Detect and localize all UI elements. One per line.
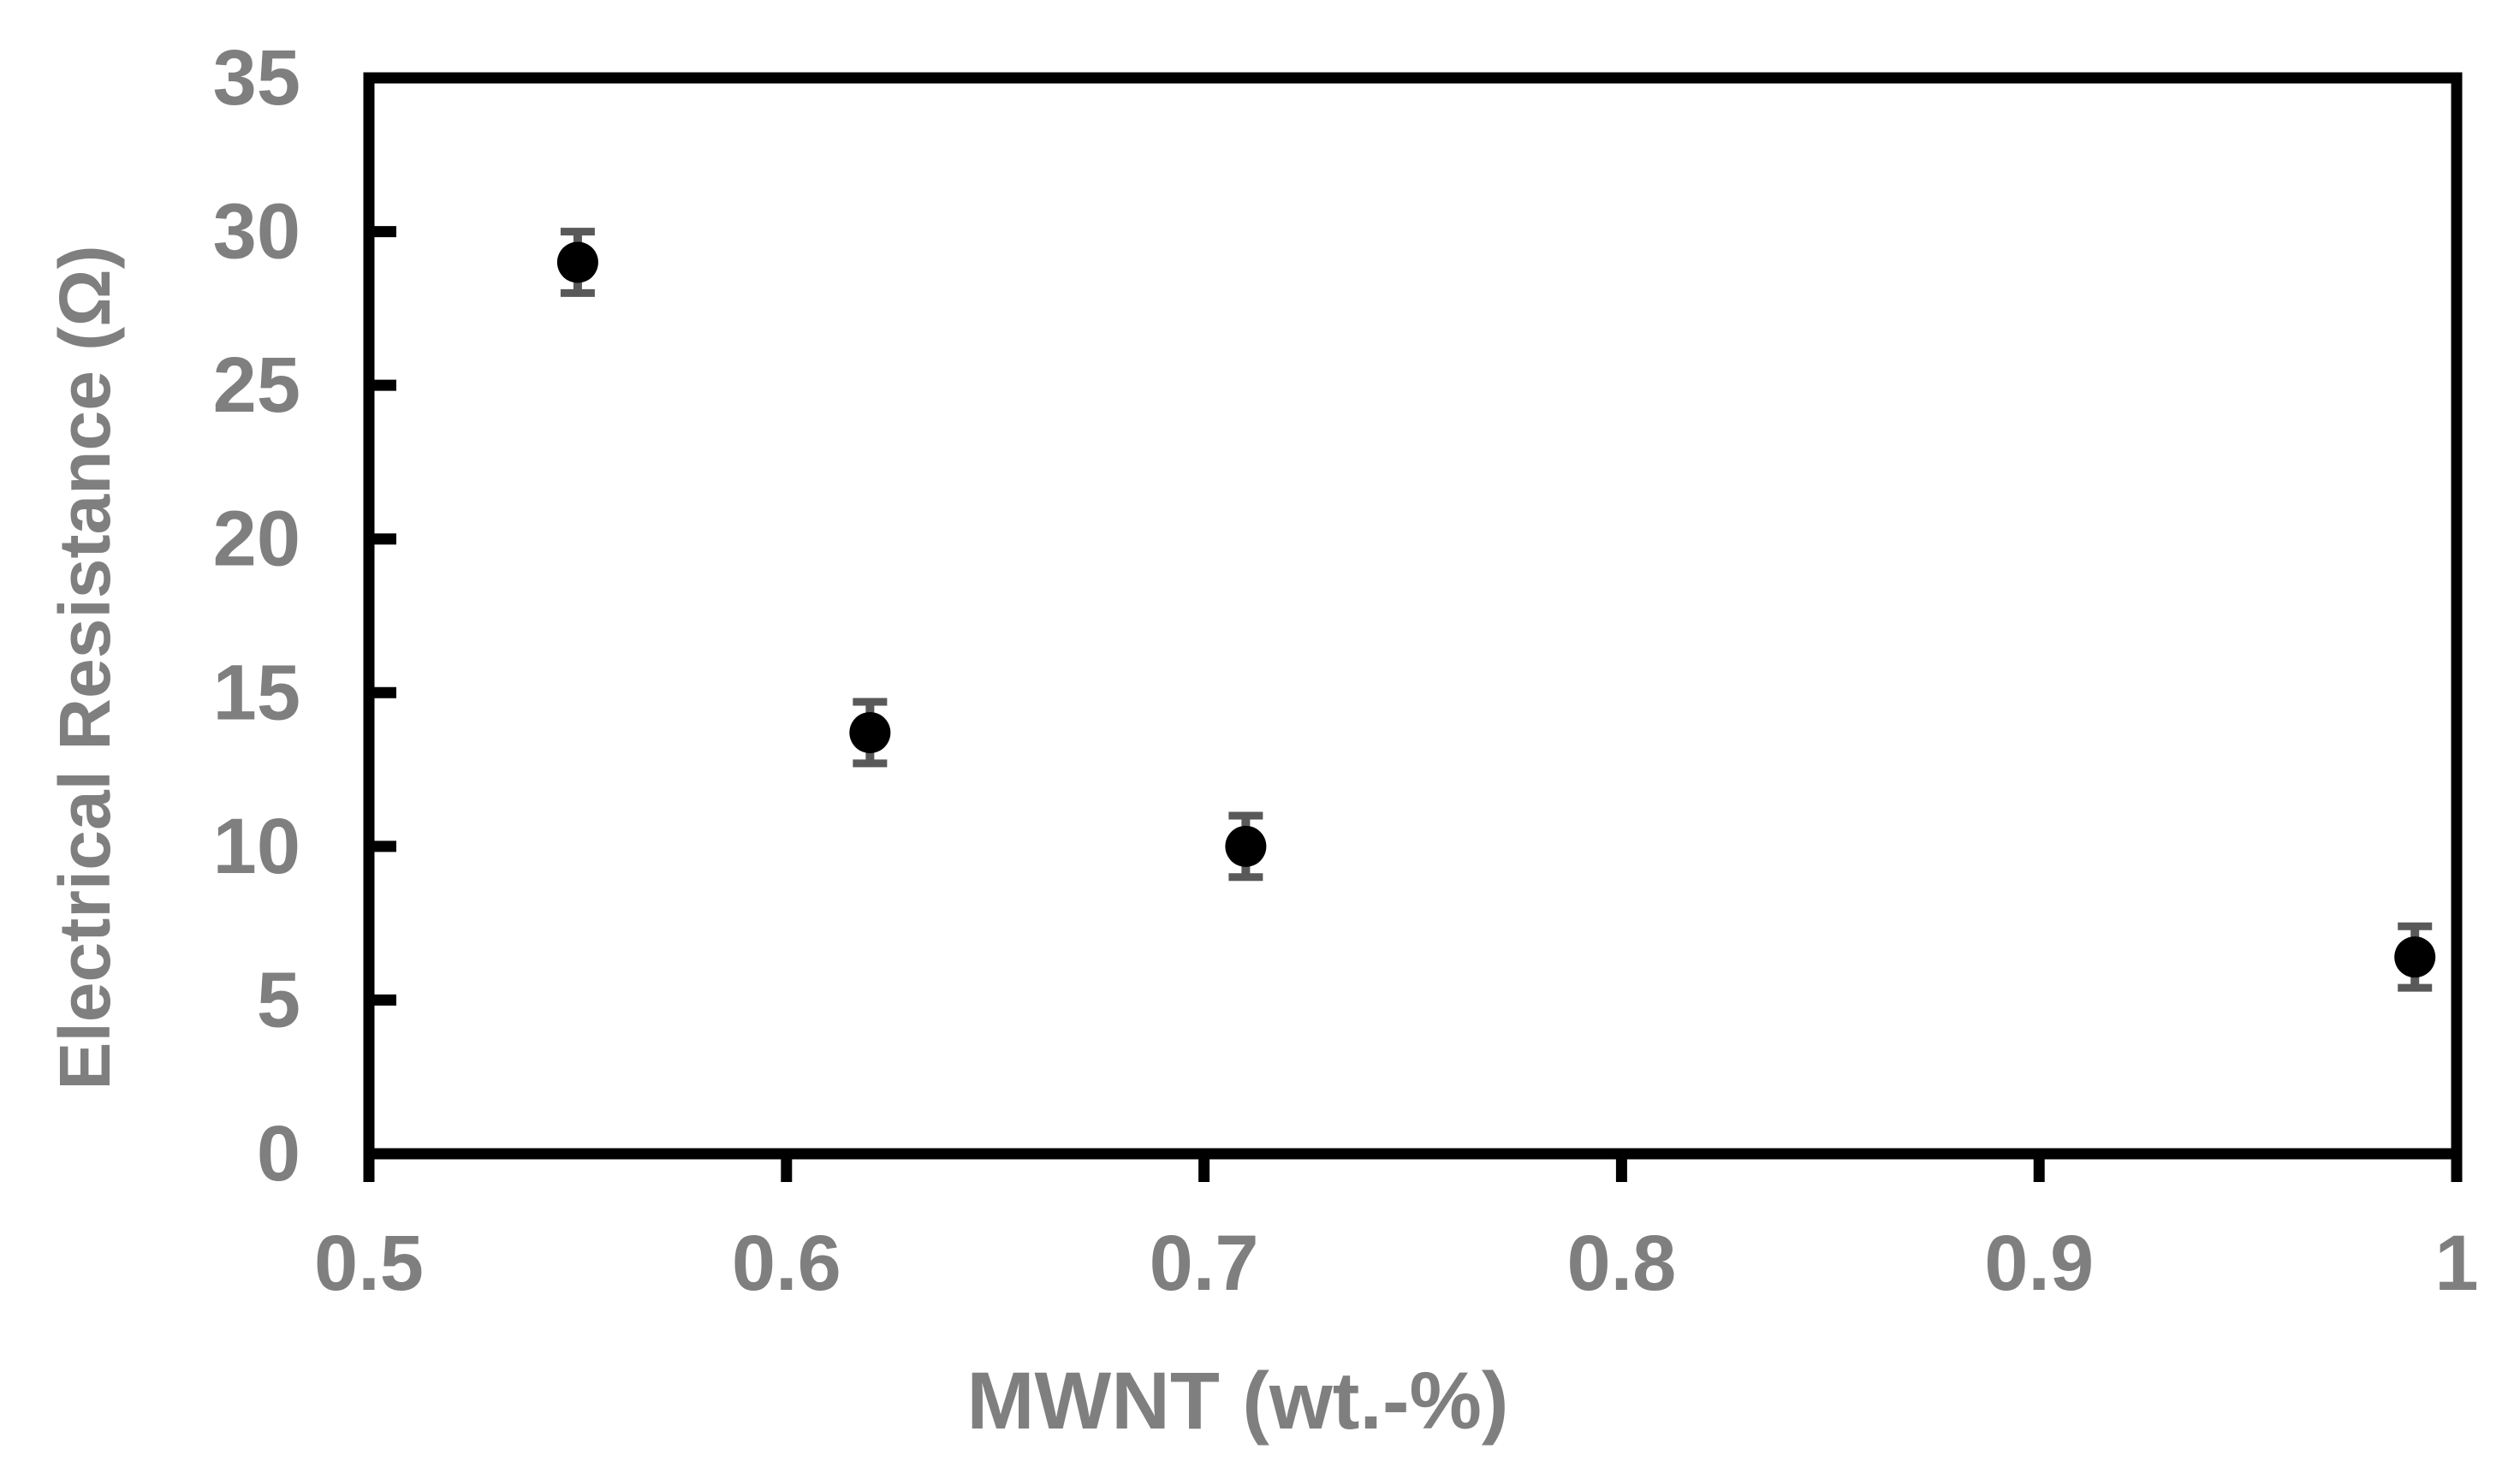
y-axis-title: Electrical Resistance (Ω) <box>45 245 125 1090</box>
y-tick-label: 15 <box>213 649 300 736</box>
data-point-marker <box>2394 936 2436 978</box>
plot-area: 0 5 10 15 20 25 30 35 0.5 0.6 0.7 0.8 0.9 1 <box>213 34 2479 1307</box>
y-tick-label: 35 <box>213 34 300 122</box>
data-point-marker <box>556 241 598 283</box>
x-tick-label: 0.7 <box>1150 1220 1259 1307</box>
data-point-marker <box>849 711 891 753</box>
y-tick-label: 10 <box>213 803 300 890</box>
y-tick-label: 5 <box>257 956 300 1043</box>
x-tick-label: 0.9 <box>1984 1220 2094 1307</box>
y-tick-label: 25 <box>213 342 300 429</box>
data-point-marker <box>1225 825 1267 867</box>
x-axis-title: MWNT (wt.-%) <box>966 1356 1508 1446</box>
x-tick-label: 0.6 <box>732 1220 841 1307</box>
y-tick-label: 20 <box>213 496 300 583</box>
plot-frame <box>363 72 2463 1160</box>
y-tick-label: 0 <box>257 1110 300 1197</box>
y-tick-label: 30 <box>213 188 300 276</box>
x-tick-label: 1 <box>2434 1220 2478 1307</box>
x-tick-label: 0.8 <box>1566 1220 1676 1307</box>
x-tick-label: 0.5 <box>314 1220 424 1307</box>
